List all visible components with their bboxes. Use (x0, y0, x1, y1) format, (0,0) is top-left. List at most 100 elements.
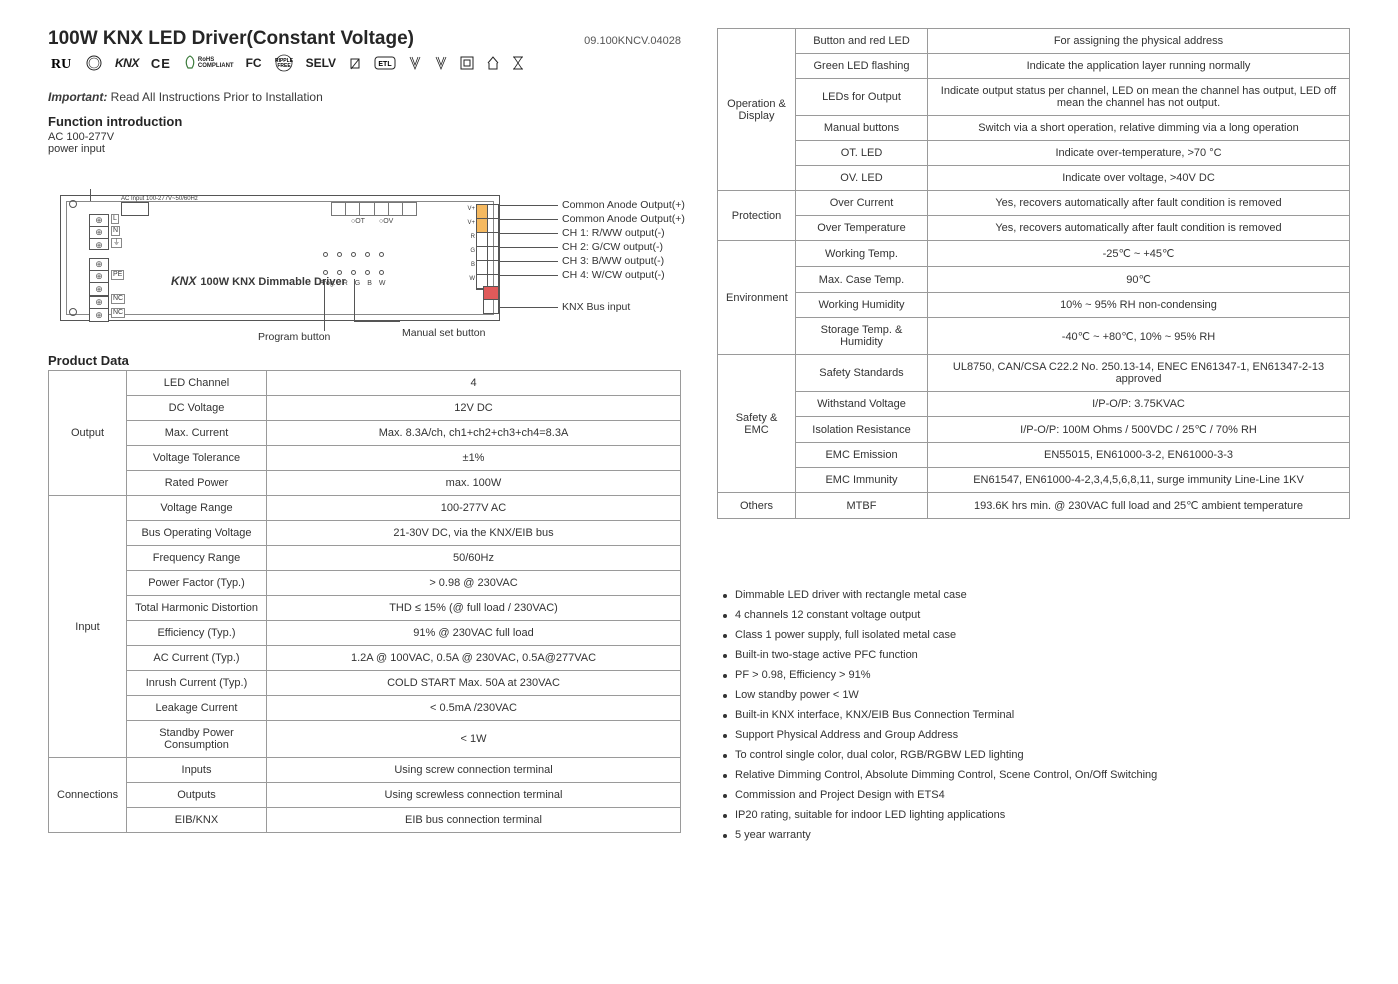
group-cell: Others (718, 493, 796, 519)
cert-selv-icon: SELV (303, 54, 339, 72)
param-cell: Leakage Current (127, 696, 267, 721)
list-item: Built-in KNX interface, KNX/EIB Bus Conn… (723, 709, 1350, 721)
group-cell: Environment (718, 241, 796, 355)
value-cell: -25℃ ~ +45℃ (928, 241, 1350, 267)
param-cell: Voltage Range (127, 496, 267, 521)
cert-rohs-icon: RoHSCOMPLIANT (180, 54, 237, 72)
power-input-label: AC 100-277V power input (48, 131, 681, 155)
value-cell: 12V DC (267, 396, 681, 421)
svg-text:FREE: FREE (277, 63, 291, 69)
spec-tbody-left: OutputLED Channel4DC Voltage12V DCMax. C… (49, 371, 681, 833)
rj-label: AC Input 100-277V~50/60Hz (121, 196, 198, 202)
value-cell: 90℃ (928, 267, 1350, 293)
value-cell: Yes, recovers automatically after fault … (928, 191, 1350, 216)
pin-row-2 (323, 270, 384, 275)
table-row: Efficiency (Typ.)91% @ 230VAC full load (49, 621, 681, 646)
param-cell: OV. LED (796, 166, 928, 191)
group-cell: Input (49, 496, 127, 758)
table-row: Inrush Current (Typ.)COLD START Max. 50A… (49, 671, 681, 696)
list-item: Support Physical Address and Group Addre… (723, 729, 1350, 741)
list-item: PF > 0.98, Efficiency > 91% (723, 669, 1350, 681)
table-row: Max. CurrentMax. 8.3A/ch, ch1+ch2+ch3+ch… (49, 421, 681, 446)
param-cell: Efficiency (Typ.) (127, 621, 267, 646)
table-row: EMC EmissionEN55015, EN61000-3-2, EN6100… (718, 443, 1350, 468)
tb-pe2-label: PE (111, 270, 124, 280)
value-cell: 4 (267, 371, 681, 396)
tb-nc2-label: NC (111, 308, 125, 318)
product-data-heading: Product Data (48, 353, 681, 368)
value-cell: EN55015, EN61000-3-2, EN61000-3-3 (928, 443, 1350, 468)
cert-trash-icon (345, 54, 365, 72)
param-cell: Safety Standards (796, 355, 928, 392)
param-cell: Storage Temp. & Humidity (796, 318, 928, 355)
cert-etl-icon: ETL (371, 54, 399, 72)
table-row: Max. Case Temp.90℃ (718, 267, 1350, 293)
power-input-line1: AC 100-277V (48, 131, 114, 143)
param-cell: Manual buttons (796, 116, 928, 141)
led-ot: ○OT (351, 218, 365, 225)
led-ov: ○OV (379, 218, 393, 225)
table-row: LEDs for OutputIndicate output status pe… (718, 79, 1350, 116)
table-row: DC Voltage12V DC (49, 396, 681, 421)
terminal-input-3 (89, 296, 109, 322)
list-item: Dimmable LED driver with rectangle metal… (723, 589, 1350, 601)
list-item: To control single color, dual color, RGB… (723, 749, 1350, 761)
right-column: Operation & DisplayButton and red LEDFor… (717, 28, 1350, 849)
group-cell: Operation & Display (718, 29, 796, 191)
table-row: OT. LEDIndicate over-temperature, >70 °C (718, 141, 1350, 166)
callout-man-btn: Manual set button (402, 327, 485, 339)
value-cell: EIB bus connection terminal (267, 808, 681, 833)
param-cell: LED Channel (127, 371, 267, 396)
device-body: L N ⏚ PE NC NC AC Input 100-277V~50/60Hz… (60, 195, 500, 321)
callout-anode-1: Common Anode Output(+) (562, 199, 685, 211)
table-row: Isolation ResistanceI/P-O/P: 100M Ohms /… (718, 417, 1350, 443)
tb-n-label: N (111, 226, 120, 236)
svg-text:ETL: ETL (378, 61, 392, 68)
value-cell: I/P-O/P: 100M Ohms / 500VDC / 25℃ / 70% … (928, 417, 1350, 443)
param-cell: Max. Case Temp. (796, 267, 928, 293)
callout-ch4: CH 4: W/CW output(-) (562, 269, 665, 281)
cert-knx-icon: KNX (112, 54, 142, 72)
spec-table-left: OutputLED Channel4DC Voltage12V DCMax. C… (48, 370, 681, 833)
cert-ul-icon (82, 54, 106, 72)
tb-pe-label: ⏚ (111, 238, 122, 248)
value-cell: -40℃ ~ +80℃, 10% ~ 95% RH (928, 318, 1350, 355)
table-row: ConnectionsInputsUsing screw connection … (49, 758, 681, 783)
value-cell: 21-30V DC, via the KNX/EIB bus (267, 521, 681, 546)
param-cell: Green LED flashing (796, 54, 928, 79)
value-cell: I/P-O/P: 3.75KVAC (928, 392, 1350, 417)
param-cell: Withstand Voltage (796, 392, 928, 417)
param-cell: MTBF (796, 493, 928, 519)
table-row: OV. LEDIndicate over voltage, >40V DC (718, 166, 1350, 191)
left-column: 100W KNX LED Driver(Constant Voltage) 09… (48, 28, 681, 849)
param-cell: Isolation Resistance (796, 417, 928, 443)
table-row: Leakage Current< 0.5mA /230VAC (49, 696, 681, 721)
table-row: Green LED flashingIndicate the applicati… (718, 54, 1350, 79)
param-cell: Power Factor (Typ.) (127, 571, 267, 596)
list-item: IP20 rating, suitable for indoor LED lig… (723, 809, 1350, 821)
param-cell: Button and red LED (796, 29, 928, 54)
power-input-line2: power input (48, 143, 105, 155)
spec-tbody-right: Operation & DisplayButton and red LEDFor… (718, 29, 1350, 519)
cert-v2-icon (431, 54, 451, 72)
value-cell: Using screw connection terminal (267, 758, 681, 783)
feature-list: Dimmable LED driver with rectangle metal… (717, 589, 1350, 841)
value-cell: 10% ~ 95% RH non-condensing (928, 293, 1350, 318)
value-cell: Yes, recovers automatically after fault … (928, 216, 1350, 241)
value-cell: < 0.5mA /230VAC (267, 696, 681, 721)
param-cell: Rated Power (127, 471, 267, 496)
group-cell: Connections (49, 758, 127, 833)
value-cell: < 1W (267, 721, 681, 758)
callout-ch2: CH 2: G/CW output(-) (562, 241, 663, 253)
function-intro-heading: Function introduction (48, 114, 681, 129)
callout-anode-2: Common Anode Output(+) (562, 213, 685, 225)
table-row: Working Humidity10% ~ 95% RH non-condens… (718, 293, 1350, 318)
list-item: Low standby power < 1W (723, 689, 1350, 701)
spec-table-right: Operation & DisplayButton and red LEDFor… (717, 28, 1350, 519)
value-cell: 91% @ 230VAC full load (267, 621, 681, 646)
value-cell: ±1% (267, 446, 681, 471)
param-cell: Frequency Range (127, 546, 267, 571)
table-row: EnvironmentWorking Temp.-25℃ ~ +45℃ (718, 241, 1350, 267)
cert-house-icon (483, 54, 503, 72)
table-row: Voltage Tolerance±1% (49, 446, 681, 471)
